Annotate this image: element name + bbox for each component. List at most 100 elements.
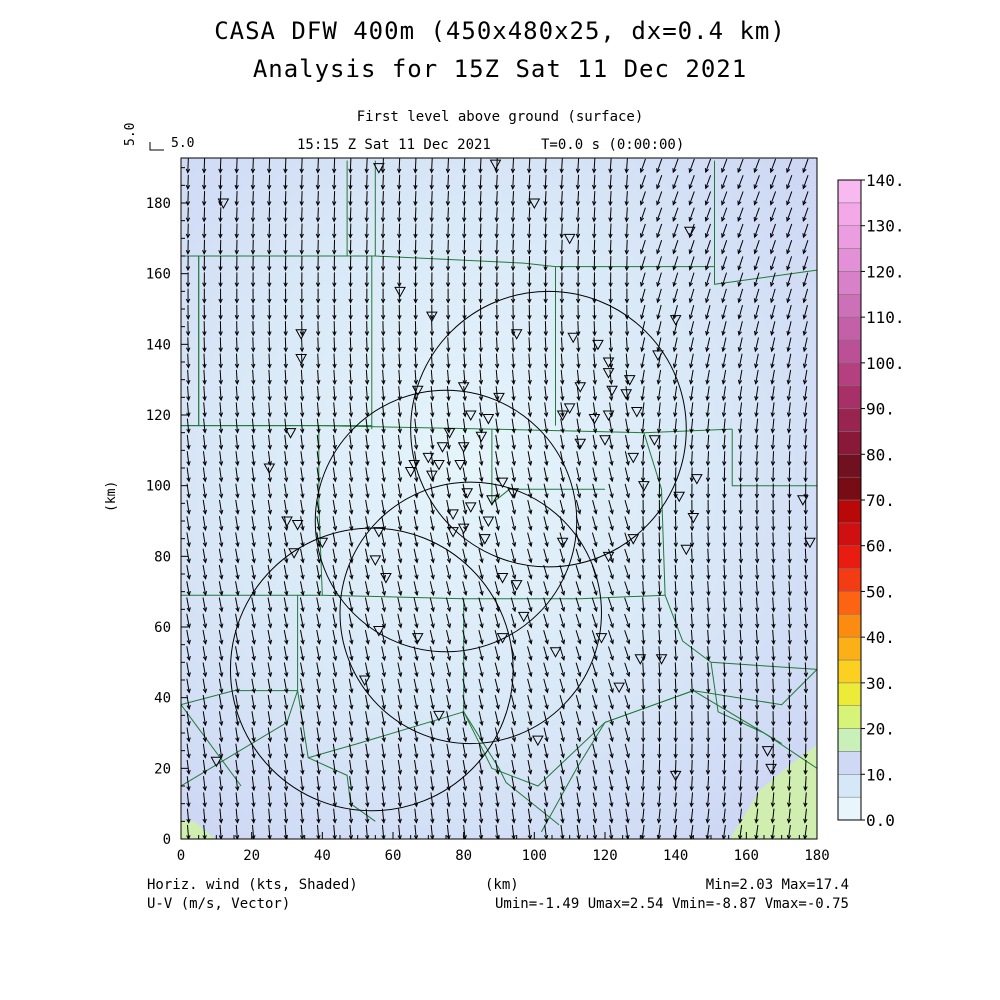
wind-vector-icon: [722, 759, 727, 776]
vector-head: [755, 639, 760, 646]
wind-vector-icon: [705, 451, 711, 467]
vector-shaft: [251, 727, 255, 742]
vector-head: [560, 590, 566, 596]
vector-head: [446, 769, 451, 775]
wind-vector-icon: [689, 369, 694, 385]
vector-head: [689, 461, 694, 467]
vector-head: [234, 184, 239, 190]
vector-head: [560, 688, 565, 694]
vector-head: [332, 461, 338, 467]
wind-vector-icon: [316, 516, 321, 532]
vector-shaft: [657, 288, 662, 303]
vector-head: [625, 818, 630, 824]
vector-shaft: [544, 337, 547, 352]
vector-shaft: [463, 386, 466, 401]
wind-vector-icon: [592, 207, 597, 223]
wind-vector-icon: [185, 288, 191, 304]
vector-shaft: [739, 532, 742, 547]
wind-vector-icon: [445, 646, 452, 662]
wind-vector-icon: [364, 597, 370, 613]
vector-shaft: [186, 418, 190, 433]
vector-shaft: [559, 743, 564, 758]
vector-shaft: [251, 418, 255, 433]
vector-shaft: [593, 223, 596, 238]
vector-head: [218, 233, 223, 239]
vector-shaft: [591, 532, 597, 547]
wind-vector-icon: [429, 207, 434, 223]
vector-head: [511, 461, 516, 467]
vector-head: [560, 396, 565, 402]
vector-shaft: [607, 597, 614, 612]
wind-vector-icon: [186, 353, 191, 369]
wind-vector-icon: [202, 434, 207, 450]
wind-vector-icon: [202, 483, 208, 499]
wind-vector-icon: [543, 223, 548, 239]
vector-head: [235, 444, 240, 450]
vector-shaft: [430, 499, 434, 514]
vector-shaft: [707, 792, 710, 807]
wind-vector-icon: [592, 451, 598, 467]
vector-head: [495, 704, 500, 710]
wind-vector-icon: [218, 759, 224, 776]
vector-head: [463, 607, 468, 613]
wind-vector-icon: [527, 792, 533, 808]
wind-vector-icon: [510, 174, 516, 190]
wind-vector-icon: [510, 630, 517, 645]
vector-shaft: [512, 337, 515, 352]
wind-vector-icon: [641, 662, 646, 678]
vector-shaft: [381, 467, 385, 482]
vector-head: [737, 168, 742, 174]
vector-shaft: [739, 662, 742, 677]
wind-vector-icon: [267, 678, 273, 694]
wind-vector-icon: [218, 434, 224, 450]
vector-shaft: [511, 451, 515, 466]
vector-head: [430, 688, 435, 694]
wind-vectors: [185, 158, 809, 839]
vector-shaft: [202, 776, 206, 791]
wind-vector-icon: [267, 256, 272, 272]
vector-head: [544, 493, 549, 499]
vector-shaft: [641, 369, 645, 384]
vector-shaft: [624, 678, 630, 693]
wind-vector-icon: [526, 581, 533, 596]
vector-shaft: [494, 548, 500, 563]
vector-shaft: [413, 499, 418, 514]
vector-shaft: [430, 743, 434, 758]
vector-shaft: [543, 662, 549, 677]
wind-vector-icon: [332, 678, 338, 694]
vector-shaft: [527, 402, 531, 417]
vector-head: [624, 184, 629, 190]
vector-head: [479, 444, 484, 450]
wind-vector-icon: [560, 776, 565, 792]
vector-shaft: [526, 630, 532, 644]
vector-shaft: [332, 694, 337, 709]
vector-shaft: [559, 613, 565, 628]
wind-vector-icon: [300, 564, 305, 580]
vector-shaft: [624, 662, 630, 677]
vector-head: [430, 428, 435, 434]
vector-head: [577, 542, 582, 548]
vector-head: [639, 233, 645, 239]
vector-shaft: [707, 759, 709, 774]
vector-head: [511, 720, 517, 727]
vector-head: [283, 266, 288, 272]
wind-vector-icon: [186, 467, 191, 483]
vector-head: [397, 184, 402, 190]
vector-head: [544, 558, 549, 564]
wind-vector-icon: [754, 434, 759, 450]
wind-vector-icon: [299, 304, 305, 320]
vector-shaft: [284, 467, 288, 482]
vector-shaft: [203, 418, 206, 433]
vector-shaft: [219, 434, 222, 449]
wind-vector-icon: [560, 402, 565, 418]
wind-vector-icon: [770, 288, 776, 304]
vector-head: [283, 786, 289, 792]
vector-head: [721, 298, 726, 304]
wind-vector-icon: [510, 532, 517, 548]
vector-shaft: [559, 483, 564, 498]
radar-range-ring: [410, 290, 687, 568]
vector-shaft: [771, 808, 775, 823]
vector-head: [624, 217, 629, 223]
wind-vector-icon: [186, 532, 191, 548]
wind-vector-icon: [803, 516, 808, 532]
